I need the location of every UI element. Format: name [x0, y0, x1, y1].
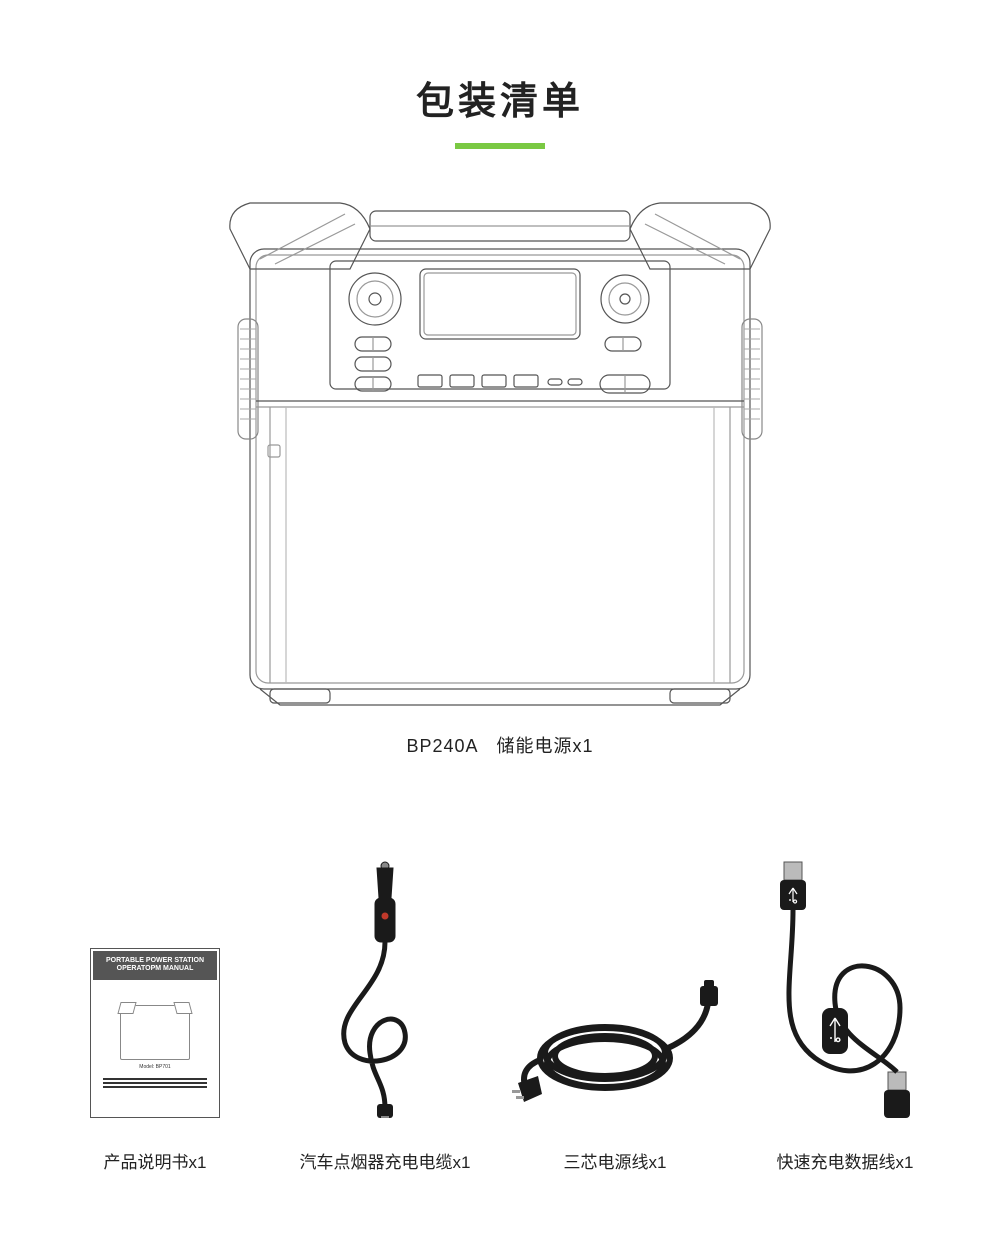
manual-figure: PORTABLE POWER STATION OPERATOPM MANUAL … [90, 878, 220, 1118]
manual-text-lines [97, 1076, 213, 1090]
main-product-diagram [220, 189, 780, 714]
power-station-svg [220, 189, 780, 709]
main-item: BP240A 储能电源x1 [0, 189, 1000, 758]
usb-cable-svg [760, 858, 930, 1118]
power-cable-svg [510, 968, 720, 1118]
accessory-caption: 三芯电源线x1 [564, 1148, 667, 1173]
accessory-caption: 产品说明书x1 [104, 1148, 207, 1173]
usb-cable-figure [760, 878, 930, 1118]
accessory-usb-cable: 快速充电数据线x1 [730, 878, 960, 1173]
manual-mini-illustration [120, 1005, 190, 1060]
accessory-car-charger: 汽车点烟器充电电缆x1 [270, 878, 500, 1173]
manual-header: PORTABLE POWER STATION OPERATOPM MANUAL [93, 951, 217, 980]
manual-header-line2: OPERATOPM MANUAL [95, 965, 215, 973]
manual-body: Model: BP701 [93, 980, 217, 1115]
car-charger-svg [315, 858, 455, 1118]
car-charger-figure [315, 878, 455, 1118]
manual-model: Model: BP701 [139, 1064, 170, 1070]
manual-booklet: PORTABLE POWER STATION OPERATOPM MANUAL … [90, 948, 220, 1118]
accessory-power-cable: 三芯电源线x1 [500, 878, 730, 1173]
accessory-caption: 汽车点烟器充电电缆x1 [300, 1148, 471, 1173]
main-caption: BP240A 储能电源x1 [0, 732, 1000, 758]
accessories-row: PORTABLE POWER STATION OPERATOPM MANUAL … [0, 878, 1000, 1173]
page-title: 包装清单 [0, 70, 1000, 125]
title-underline [455, 143, 545, 149]
manual-header-line1: PORTABLE POWER STATION [95, 957, 215, 965]
power-cable-figure [510, 878, 720, 1118]
accessory-manual: PORTABLE POWER STATION OPERATOPM MANUAL … [40, 878, 270, 1173]
accessory-caption: 快速充电数据线x1 [777, 1148, 914, 1173]
header: 包装清单 [0, 0, 1000, 149]
